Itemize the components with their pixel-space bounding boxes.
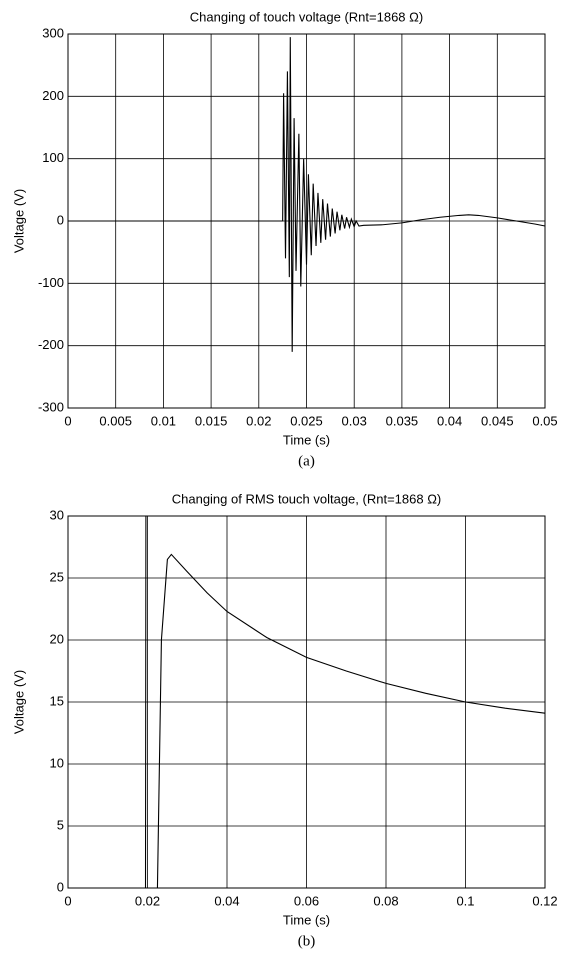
x-tick-label: 0.015	[195, 413, 228, 428]
caption: (a)	[298, 453, 315, 469]
x-tick-label: 0	[64, 413, 71, 428]
y-tick-label: 20	[50, 631, 64, 646]
x-tick-label: 0.005	[99, 413, 132, 428]
y-tick-label: 30	[50, 507, 64, 522]
x-tick-label: 0	[64, 893, 71, 908]
y-tick-label: -200	[38, 337, 64, 352]
chart-title: Changing of touch voltage (Rnt=1868 Ω)	[190, 9, 423, 24]
chart-title: Changing of RMS touch voltage, (Rnt=1868…	[172, 491, 442, 506]
x-tick-label: 0.025	[290, 413, 323, 428]
data-line	[144, 515, 546, 889]
y-tick-label: 25	[50, 569, 64, 584]
x-tick-label: 0.08	[373, 893, 398, 908]
y-tick-label: -300	[38, 399, 64, 414]
x-tick-label: 0.02	[246, 413, 271, 428]
x-tick-label: 0.06	[294, 893, 319, 908]
x-tick-label: 0.03	[342, 413, 367, 428]
x-axis-label: Time (s)	[283, 912, 330, 927]
plot-frame	[67, 515, 546, 889]
x-tick-label: 0.05	[532, 413, 557, 428]
y-tick-label: 15	[50, 693, 64, 708]
x-tick-label: 0.035	[386, 413, 419, 428]
x-tick-label: 0.04	[214, 893, 239, 908]
x-tick-label: 0.045	[481, 413, 514, 428]
x-tick-label: 0.12	[532, 893, 557, 908]
x-tick-label: 0.1	[456, 893, 474, 908]
y-tick-label: 5	[57, 817, 64, 832]
y-axis-label: Voltage (V)	[11, 670, 26, 734]
y-tick-label: 100	[42, 150, 64, 165]
y-tick-label: 300	[42, 25, 64, 40]
y-tick-label: -100	[38, 275, 64, 290]
y-tick-label: 10	[50, 755, 64, 770]
data-line	[68, 37, 546, 352]
y-tick-label: 200	[42, 88, 64, 103]
y-tick-label: 0	[57, 212, 64, 227]
y-axis-label: Voltage (V)	[11, 189, 26, 253]
x-axis-label: Time (s)	[283, 432, 330, 447]
x-tick-label: 0.04	[437, 413, 462, 428]
caption: (b)	[298, 933, 316, 949]
x-tick-label: 0.01	[151, 413, 176, 428]
x-tick-label: 0.02	[135, 893, 160, 908]
y-tick-label: 0	[57, 879, 64, 894]
